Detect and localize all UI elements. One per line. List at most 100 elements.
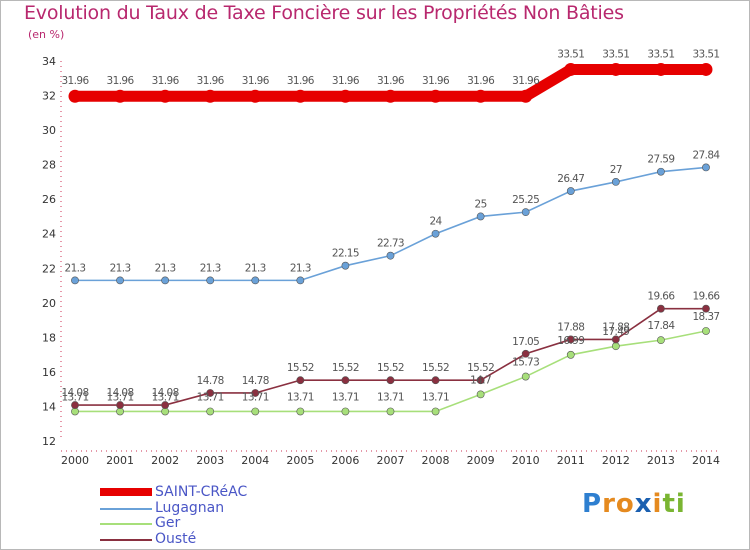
legend-label-saint-creac: SAINT-CRéAC — [155, 484, 248, 500]
data-label-saint-creac: 33.51 — [602, 48, 629, 60]
data-label-ouste: 15.52 — [422, 362, 449, 374]
legend-label-lugagnan: Lugagnan — [155, 499, 225, 516]
data-point-lugagnan — [702, 163, 710, 172]
logo-letter: t — [662, 489, 676, 519]
data-label-lugagnan: 21.3 — [290, 262, 311, 274]
y-tick-label: 30 — [42, 124, 56, 137]
data-point-lugagnan — [206, 276, 215, 285]
data-point-saint-creac — [519, 89, 533, 103]
data-point-lugagnan — [431, 229, 440, 238]
data-label-lugagnan: 25 — [475, 198, 487, 210]
data-point-ger — [566, 350, 575, 359]
data-label-saint-creac: 31.96 — [152, 75, 180, 87]
data-label-ouste: 14.78 — [197, 375, 224, 387]
data-label-ouste: 17.88 — [557, 321, 584, 333]
legend-swatch-lugagnan — [100, 507, 152, 510]
data-point-ouste — [296, 376, 305, 385]
data-label-ouste: 17.88 — [602, 321, 629, 333]
data-label-saint-creac: 31.96 — [61, 75, 89, 87]
proxiti-logo: Proxiti — [582, 489, 686, 519]
data-label-ger: 15.73 — [512, 357, 539, 369]
y-tick-label: 12 — [42, 435, 56, 448]
data-point-ger — [296, 407, 305, 416]
data-label-ger: 17.84 — [647, 320, 675, 332]
data-label-saint-creac: 31.96 — [422, 75, 450, 87]
data-point-ouste — [566, 335, 575, 344]
data-label-ouste: 15.52 — [287, 362, 314, 374]
data-point-saint-creac — [429, 89, 443, 103]
data-label-lugagnan: 21.3 — [200, 262, 221, 274]
y-tick-label: 14 — [42, 400, 56, 413]
data-label-saint-creac: 31.96 — [197, 75, 225, 87]
data-label-ger: 13.71 — [287, 391, 314, 403]
y-tick-label: 18 — [42, 331, 56, 344]
data-point-lugagnan — [521, 208, 530, 217]
logo-letter: x — [634, 489, 653, 519]
x-tick-label: 2009 — [467, 454, 495, 467]
data-point-saint-creac — [383, 89, 397, 103]
data-label-ouste: 15.52 — [467, 362, 494, 374]
data-point-lugagnan — [251, 276, 260, 285]
data-label-saint-creac: 31.96 — [242, 75, 270, 87]
data-label-ouste: 14.78 — [242, 375, 269, 387]
data-point-saint-creac — [248, 89, 262, 103]
x-tick-label: 2002 — [151, 454, 179, 467]
x-tick-label: 2014 — [692, 454, 720, 467]
data-point-lugagnan — [657, 167, 665, 176]
data-label-ger: 13.71 — [61, 391, 88, 403]
data-point-ouste — [116, 401, 124, 409]
data-point-ouste — [702, 304, 710, 313]
data-label-saint-creac: 33.51 — [647, 48, 674, 60]
data-point-ouste — [341, 376, 350, 385]
data-label-ger: 13.71 — [197, 391, 224, 403]
data-label-ger: 13.71 — [107, 391, 134, 403]
data-label-lugagnan: 24 — [429, 216, 442, 228]
x-tick-label: 2004 — [241, 454, 269, 467]
x-tick-label: 2007 — [376, 454, 404, 467]
x-tick-label: 2008 — [422, 454, 450, 467]
data-label-ger: 13.71 — [242, 391, 269, 403]
x-tick-label: 2012 — [602, 454, 630, 467]
data-label-ouste: 19.66 — [647, 291, 675, 303]
data-point-lugagnan — [566, 187, 575, 195]
data-label-ouste: 14.08 — [152, 387, 179, 399]
data-point-ouste — [476, 376, 485, 385]
logo-letter: P — [582, 489, 603, 519]
data-label-ger: 14.7 — [470, 374, 491, 386]
data-point-saint-creac — [699, 62, 713, 76]
data-point-lugagnan — [611, 178, 620, 186]
data-point-ouste — [431, 376, 440, 385]
data-point-saint-creac — [338, 89, 352, 103]
data-label-saint-creac: 31.96 — [287, 75, 315, 87]
data-label-lugagnan: 21.3 — [110, 262, 131, 274]
data-point-ouste — [206, 389, 215, 397]
data-point-saint-creac — [609, 62, 623, 76]
data-point-saint-creac — [474, 89, 488, 103]
data-label-ouste: 15.52 — [377, 362, 404, 374]
data-label-saint-creac: 31.96 — [512, 75, 540, 87]
data-label-lugagnan: 25.25 — [512, 194, 539, 206]
legend-label-ger: Ger — [155, 515, 181, 531]
data-label-lugagnan: 22.15 — [332, 248, 359, 260]
data-label-lugagnan: 27.84 — [692, 149, 720, 161]
data-point-ouste — [521, 349, 530, 358]
data-point-ouste — [251, 389, 260, 397]
logo-letter: i — [652, 489, 663, 519]
data-point-ouste — [657, 304, 665, 313]
data-label-ouste: 19.66 — [692, 291, 720, 303]
data-point-lugagnan — [161, 276, 170, 285]
data-point-saint-creac — [293, 89, 307, 103]
data-point-saint-creac — [113, 89, 127, 103]
data-label-ger: 13.71 — [152, 391, 179, 403]
data-label-saint-creac: 33.51 — [557, 48, 584, 60]
x-tick-label: 2001 — [106, 454, 134, 467]
x-tick-label: 2005 — [286, 454, 314, 467]
data-label-saint-creac: 31.96 — [377, 75, 405, 87]
data-label-ouste: 15.52 — [332, 362, 359, 374]
y-tick-label: 34 — [42, 55, 56, 68]
y-tick-label: 28 — [42, 159, 56, 172]
data-label-ger: 13.71 — [332, 391, 359, 403]
data-point-lugagnan — [476, 212, 485, 221]
data-label-ger: 13.71 — [422, 391, 449, 403]
y-tick-label: 22 — [42, 262, 56, 275]
